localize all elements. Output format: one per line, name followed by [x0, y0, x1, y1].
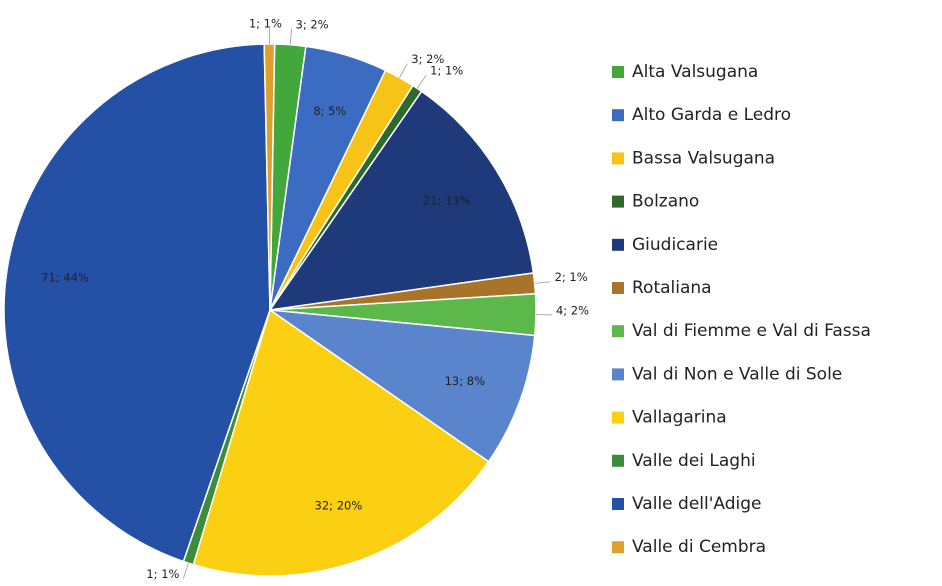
pie-slice [3, 43, 271, 563]
data-label: 8; 5% [313, 104, 346, 118]
data-label: 1; 1% [430, 64, 463, 78]
legend-swatch [612, 195, 624, 208]
data-label: 21; 13% [423, 194, 471, 208]
data-label: 3; 2% [296, 17, 329, 31]
leader-line [416, 74, 427, 89]
legend-label: Giudicarie [632, 235, 718, 255]
data-label: 32; 20% [315, 498, 363, 512]
leader-line [534, 281, 551, 284]
legend-label: Valle dei Laghi [632, 451, 756, 471]
legend-swatch [612, 411, 624, 424]
legend-label: Alto Garda e Ledro [632, 105, 791, 125]
data-label: 1; 1% [249, 17, 282, 31]
legend-swatch [612, 498, 624, 510]
legend-swatch [612, 152, 624, 165]
data-label: 4; 2% [556, 303, 589, 317]
legend-label: Val di Non e Valle di Sole [632, 364, 842, 384]
data-label: 2; 1% [555, 270, 588, 284]
data-label: 3; 2% [411, 52, 444, 66]
legend-swatch [612, 238, 624, 251]
legend-label: Bolzano [632, 192, 699, 212]
pie-slice [192, 308, 490, 577]
pie-slice [268, 90, 535, 311]
legend-swatch [612, 541, 624, 554]
legend-label: Rotaliana [632, 278, 712, 298]
legend-swatch [612, 325, 624, 338]
data-label: 13; 8% [445, 374, 485, 388]
leader-line [289, 28, 292, 45]
legend-swatch [612, 66, 624, 78]
legend-swatch [612, 282, 624, 294]
legend-label: Val di Fiemme e Val di Fassa [632, 321, 871, 341]
leader-line [183, 563, 189, 579]
data-label: 1; 1% [146, 567, 179, 581]
legend-label: Vallagarina [632, 408, 727, 428]
legend-swatch [612, 109, 624, 122]
legend-swatch [612, 368, 624, 381]
legend-label: Bassa Valsugana [632, 148, 775, 168]
legend-label: Valle dell'Adige [632, 494, 762, 514]
legend-label: Alta Valsugana [632, 62, 758, 82]
leader-line [399, 63, 408, 78]
data-label: 71; 44% [41, 270, 89, 284]
legend-label: Valle di Cembra [632, 537, 766, 557]
legend-swatch [612, 454, 624, 467]
pie-slice [267, 308, 536, 463]
